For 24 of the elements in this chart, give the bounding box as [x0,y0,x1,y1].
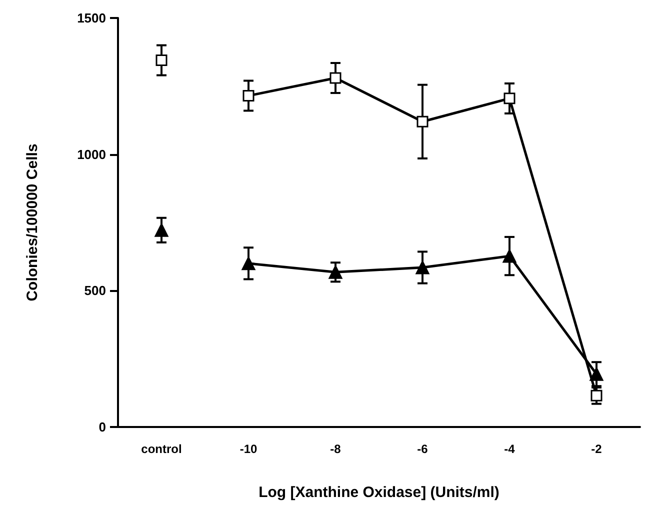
point [330,72,342,84]
point [328,265,342,279]
x-tick-label: -6 [417,442,428,456]
x-tick-label: -10 [240,442,258,456]
y-tick-label: 0 [98,420,106,434]
point [154,223,168,237]
y-tick-label: 500 [84,283,106,298]
point [156,54,168,66]
x-tick-label: -8 [330,442,342,456]
x-tick-label: -4 [504,442,516,456]
point [504,92,516,104]
point [590,390,602,402]
point [416,260,430,274]
y-tick-label: 1500 [77,10,106,26]
x-tick-label: -2 [591,442,602,456]
y-tick-label: 1000 [77,146,106,162]
point [416,116,428,128]
x-tick-label: control [141,442,182,456]
point [502,249,516,263]
point [242,90,254,102]
point [242,256,256,270]
x-axis-title: Log [Xanthine Oxidase] (Units/ml) [258,484,500,501]
point [590,367,604,381]
y-axis-title: Colonies/100000 Cells [24,144,41,302]
